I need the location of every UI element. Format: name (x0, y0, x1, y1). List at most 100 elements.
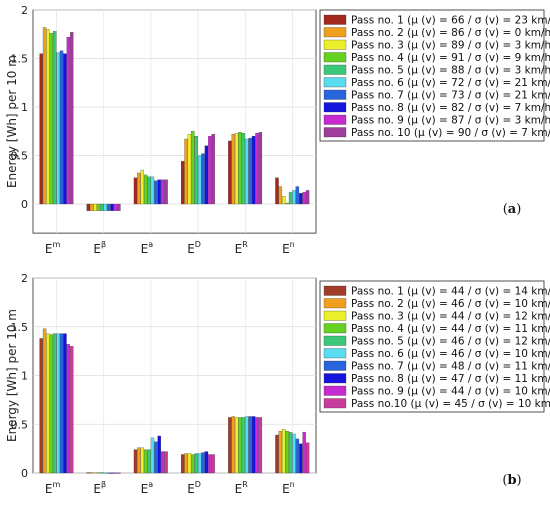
y-tick-label: 0 (21, 467, 28, 480)
bar-9-6 (302, 431, 306, 474)
bar-7-5 (248, 137, 252, 205)
bar-6-1 (56, 52, 60, 205)
bar-9-4 (208, 454, 212, 474)
legend-entry: Pass no. 7 (μ (v) = 73 / σ (v) = 21 km/h… (351, 90, 550, 102)
y-tick-label: 2 (21, 272, 28, 285)
bar-7-3 (154, 180, 158, 205)
x-tick-label: Ea (141, 240, 154, 256)
legend-swatch (323, 348, 347, 359)
bar-9-4 (208, 135, 212, 205)
bar-9-1 (66, 37, 71, 205)
bar-5-5 (241, 417, 246, 474)
legend-entry: Pass no. 2 (μ (v) = 46 / σ (v) = 10 km/h… (351, 298, 550, 310)
bar-1-3 (133, 449, 138, 474)
bar-9-5 (255, 417, 259, 474)
legend-swatch (323, 89, 347, 100)
bar-1-2 (86, 203, 91, 211)
bar-10-1 (70, 32, 74, 205)
legend-swatch (323, 335, 347, 346)
bar-10-4 (211, 454, 215, 474)
bar-2-5 (231, 416, 235, 474)
bar-2-6 (278, 430, 283, 474)
bar-1-4 (180, 454, 185, 474)
bar-7-2 (107, 203, 111, 211)
bar-8-6 (299, 443, 303, 474)
legend-swatch (323, 127, 347, 138)
bar-6-1 (56, 333, 60, 474)
bar-6-5 (245, 416, 249, 474)
bar-9-5 (255, 133, 259, 205)
bar-10-3 (164, 451, 168, 474)
bar-6-4 (197, 155, 202, 205)
bar-6-6 (292, 190, 296, 205)
bar-1-4 (180, 161, 185, 205)
x-tick-label: ED (187, 480, 201, 496)
legend-entry: Pass no. 1 (μ (v) = 44 / σ (v) = 14 km/h… (351, 286, 550, 298)
bar-2-4 (184, 453, 188, 474)
bar-3-1 (46, 29, 50, 205)
x-tick-label: Ea (141, 480, 154, 496)
legend-entry: Pass no. 10 (μ (v) = 90 / σ (v) = 7 km/h… (351, 127, 550, 139)
bar-5-3 (147, 176, 151, 205)
legend-swatch (323, 77, 347, 88)
bar-7-2 (107, 472, 111, 474)
bar-4-4 (191, 131, 195, 205)
y-axis-title: Energy [Wh] per 10 m (5, 55, 19, 188)
bar-10-4 (211, 134, 215, 205)
legend: Pass no. 1 (μ (v) = 66 / σ (v) = 23 km/h… (319, 9, 550, 142)
legend-entry: Pass no.10 (μ (v) = 45 / σ (v) = 10 km/h… (351, 398, 550, 410)
y-tick-label: 1.5 (11, 321, 29, 334)
bar-8-5 (251, 135, 256, 205)
bar-8-2 (110, 203, 114, 211)
x-tick-label: ER (235, 240, 249, 256)
bar-10-5 (258, 132, 263, 205)
legend-entry: Pass no. 6 (μ (v) = 72 / σ (v) = 21 km/h… (351, 77, 550, 89)
bar-1-3 (133, 177, 138, 205)
bar-7-4 (201, 153, 205, 205)
legend-swatch (323, 14, 347, 25)
bar-1-1 (39, 53, 43, 205)
bar-7-3 (154, 441, 158, 474)
bar-3-1 (46, 333, 50, 474)
bar-1-2 (86, 472, 91, 474)
y-tick-label: 1 (21, 101, 28, 114)
x-tick-label: Em (45, 480, 61, 496)
legend-entry: Pass no. 9 (μ (v) = 87 / σ (v) = 3 km/h) (351, 115, 550, 127)
bar-5-2 (100, 203, 104, 211)
bar-1-6 (275, 434, 279, 474)
bar-8-4 (204, 145, 209, 205)
legend-entry: Pass no. 8 (μ (v) = 82 / σ (v) = 7 km/h) (351, 102, 550, 114)
bar-4-5 (238, 417, 242, 474)
bar-3-4 (187, 453, 192, 474)
legend-entry: Pass no. 7 (μ (v) = 48 / σ (v) = 11 km/h… (351, 361, 550, 373)
legend: Pass no. 1 (μ (v) = 44 / σ (v) = 14 km/h… (319, 280, 550, 413)
bar-3-5 (234, 133, 239, 205)
bar-2-2 (90, 203, 94, 211)
bar-10-2 (117, 472, 121, 474)
bar-7-1 (59, 50, 64, 205)
bar-10-5 (258, 417, 263, 474)
bar-9-1 (66, 344, 71, 474)
bar-4-5 (238, 132, 242, 205)
bar-8-4 (204, 451, 209, 474)
bar-9-3 (160, 451, 165, 474)
legend-entry: Pass no. 3 (μ (v) = 44 / σ (v) = 12 km/h… (351, 311, 550, 323)
bar-10-6 (305, 442, 310, 474)
bar-6-2 (103, 472, 107, 474)
legend-entry: Pass no. 1 (μ (v) = 66 / σ (v) = 23 km/h… (351, 15, 550, 27)
bar-9-6 (302, 192, 306, 205)
panel-a: 0 0.5 1 1.5 2 Em Eβ Ea ED ER En Energy [Wh] per 10 … (5, 4, 550, 256)
panel-a-label: (a) (503, 202, 522, 217)
bar-6-3 (150, 176, 155, 205)
bar-3-6 (282, 429, 286, 474)
bar-1-1 (39, 338, 43, 474)
bar-7-6 (295, 186, 300, 205)
bar-9-2 (113, 203, 118, 211)
y-tick-label: 0 (21, 198, 28, 211)
bar-4-6 (285, 202, 289, 205)
legend-swatch (323, 285, 347, 296)
bar-3-3 (140, 169, 144, 205)
bar-7-4 (201, 452, 205, 474)
bar-9-2 (113, 472, 118, 474)
bar-5-3 (147, 449, 151, 474)
